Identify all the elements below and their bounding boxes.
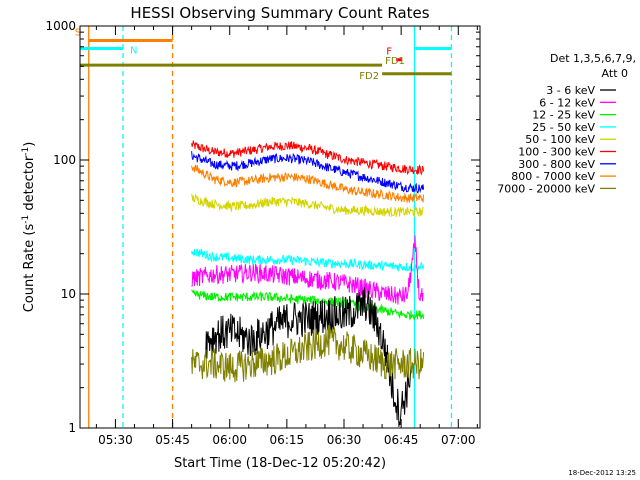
legend-entry-label: 800 - 7000 keV bbox=[511, 170, 595, 183]
chart-title: HESSI Observing Summary Count Rates bbox=[130, 4, 429, 22]
series-line bbox=[191, 193, 424, 219]
x-tick-label: 05:45 bbox=[155, 433, 190, 447]
series-line bbox=[191, 151, 425, 194]
flag-label: FD1 bbox=[385, 56, 405, 67]
legend-entry-label: 6 - 12 keV bbox=[539, 96, 595, 109]
series-line bbox=[191, 235, 424, 305]
series-line bbox=[191, 164, 425, 203]
legend-entry-label: 3 - 6 keV bbox=[546, 84, 595, 97]
legend-entry-label: 12 - 25 keV bbox=[532, 109, 595, 122]
series-line bbox=[205, 287, 412, 427]
y-tick-label: 10 bbox=[61, 287, 76, 301]
x-tick-label: 06:45 bbox=[384, 433, 419, 447]
legend-entry-label: 50 - 100 keV bbox=[525, 133, 595, 146]
x-axis: 05:30 05:45 06:00 06:15 06:30 06:45 07:00 bbox=[95, 26, 478, 447]
x-tick-label: 05:30 bbox=[98, 433, 133, 447]
x-tick-label: 06:00 bbox=[212, 433, 247, 447]
y-axis: 1 10 100 1000 bbox=[45, 19, 480, 435]
x-tick-label: 06:15 bbox=[270, 433, 305, 447]
timestamp-footer: 18-Dec-2012 13:25 bbox=[568, 469, 636, 477]
series-line bbox=[191, 289, 425, 321]
legend-entry-label: 300 - 800 keV bbox=[518, 158, 595, 171]
flag-label: FD2 bbox=[359, 71, 379, 82]
series-line bbox=[191, 140, 425, 176]
x-tick-label: 06:30 bbox=[327, 433, 362, 447]
legend-header-detectors: Det 1,3,5,6,7,9, bbox=[550, 52, 636, 65]
y-tick-label: 100 bbox=[53, 153, 76, 167]
plot-frame bbox=[79, 25, 481, 429]
legend-entry-label: 100 - 300 keV bbox=[518, 146, 595, 159]
legend-entry-label: 7000 - 20000 keV bbox=[497, 182, 595, 195]
x-tick-label: 07:00 bbox=[441, 433, 476, 447]
series-line bbox=[191, 324, 425, 383]
y-tick-label: 1 bbox=[68, 421, 76, 435]
series-line bbox=[191, 248, 425, 274]
y-axis-label: Count Rate (s-1 detector-1) bbox=[21, 142, 37, 313]
legend-entry-label: 25 - 50 keV bbox=[532, 121, 595, 134]
legend-header-attenuator: Att 0 bbox=[602, 67, 628, 80]
x-axis-label: Start Time (18-Dec-12 05:20:42) bbox=[174, 456, 386, 471]
flag-label: F bbox=[386, 47, 392, 58]
y-tick-label: 1000 bbox=[45, 19, 76, 33]
flag-label: S bbox=[75, 27, 81, 38]
flag-label: N bbox=[130, 45, 137, 56]
